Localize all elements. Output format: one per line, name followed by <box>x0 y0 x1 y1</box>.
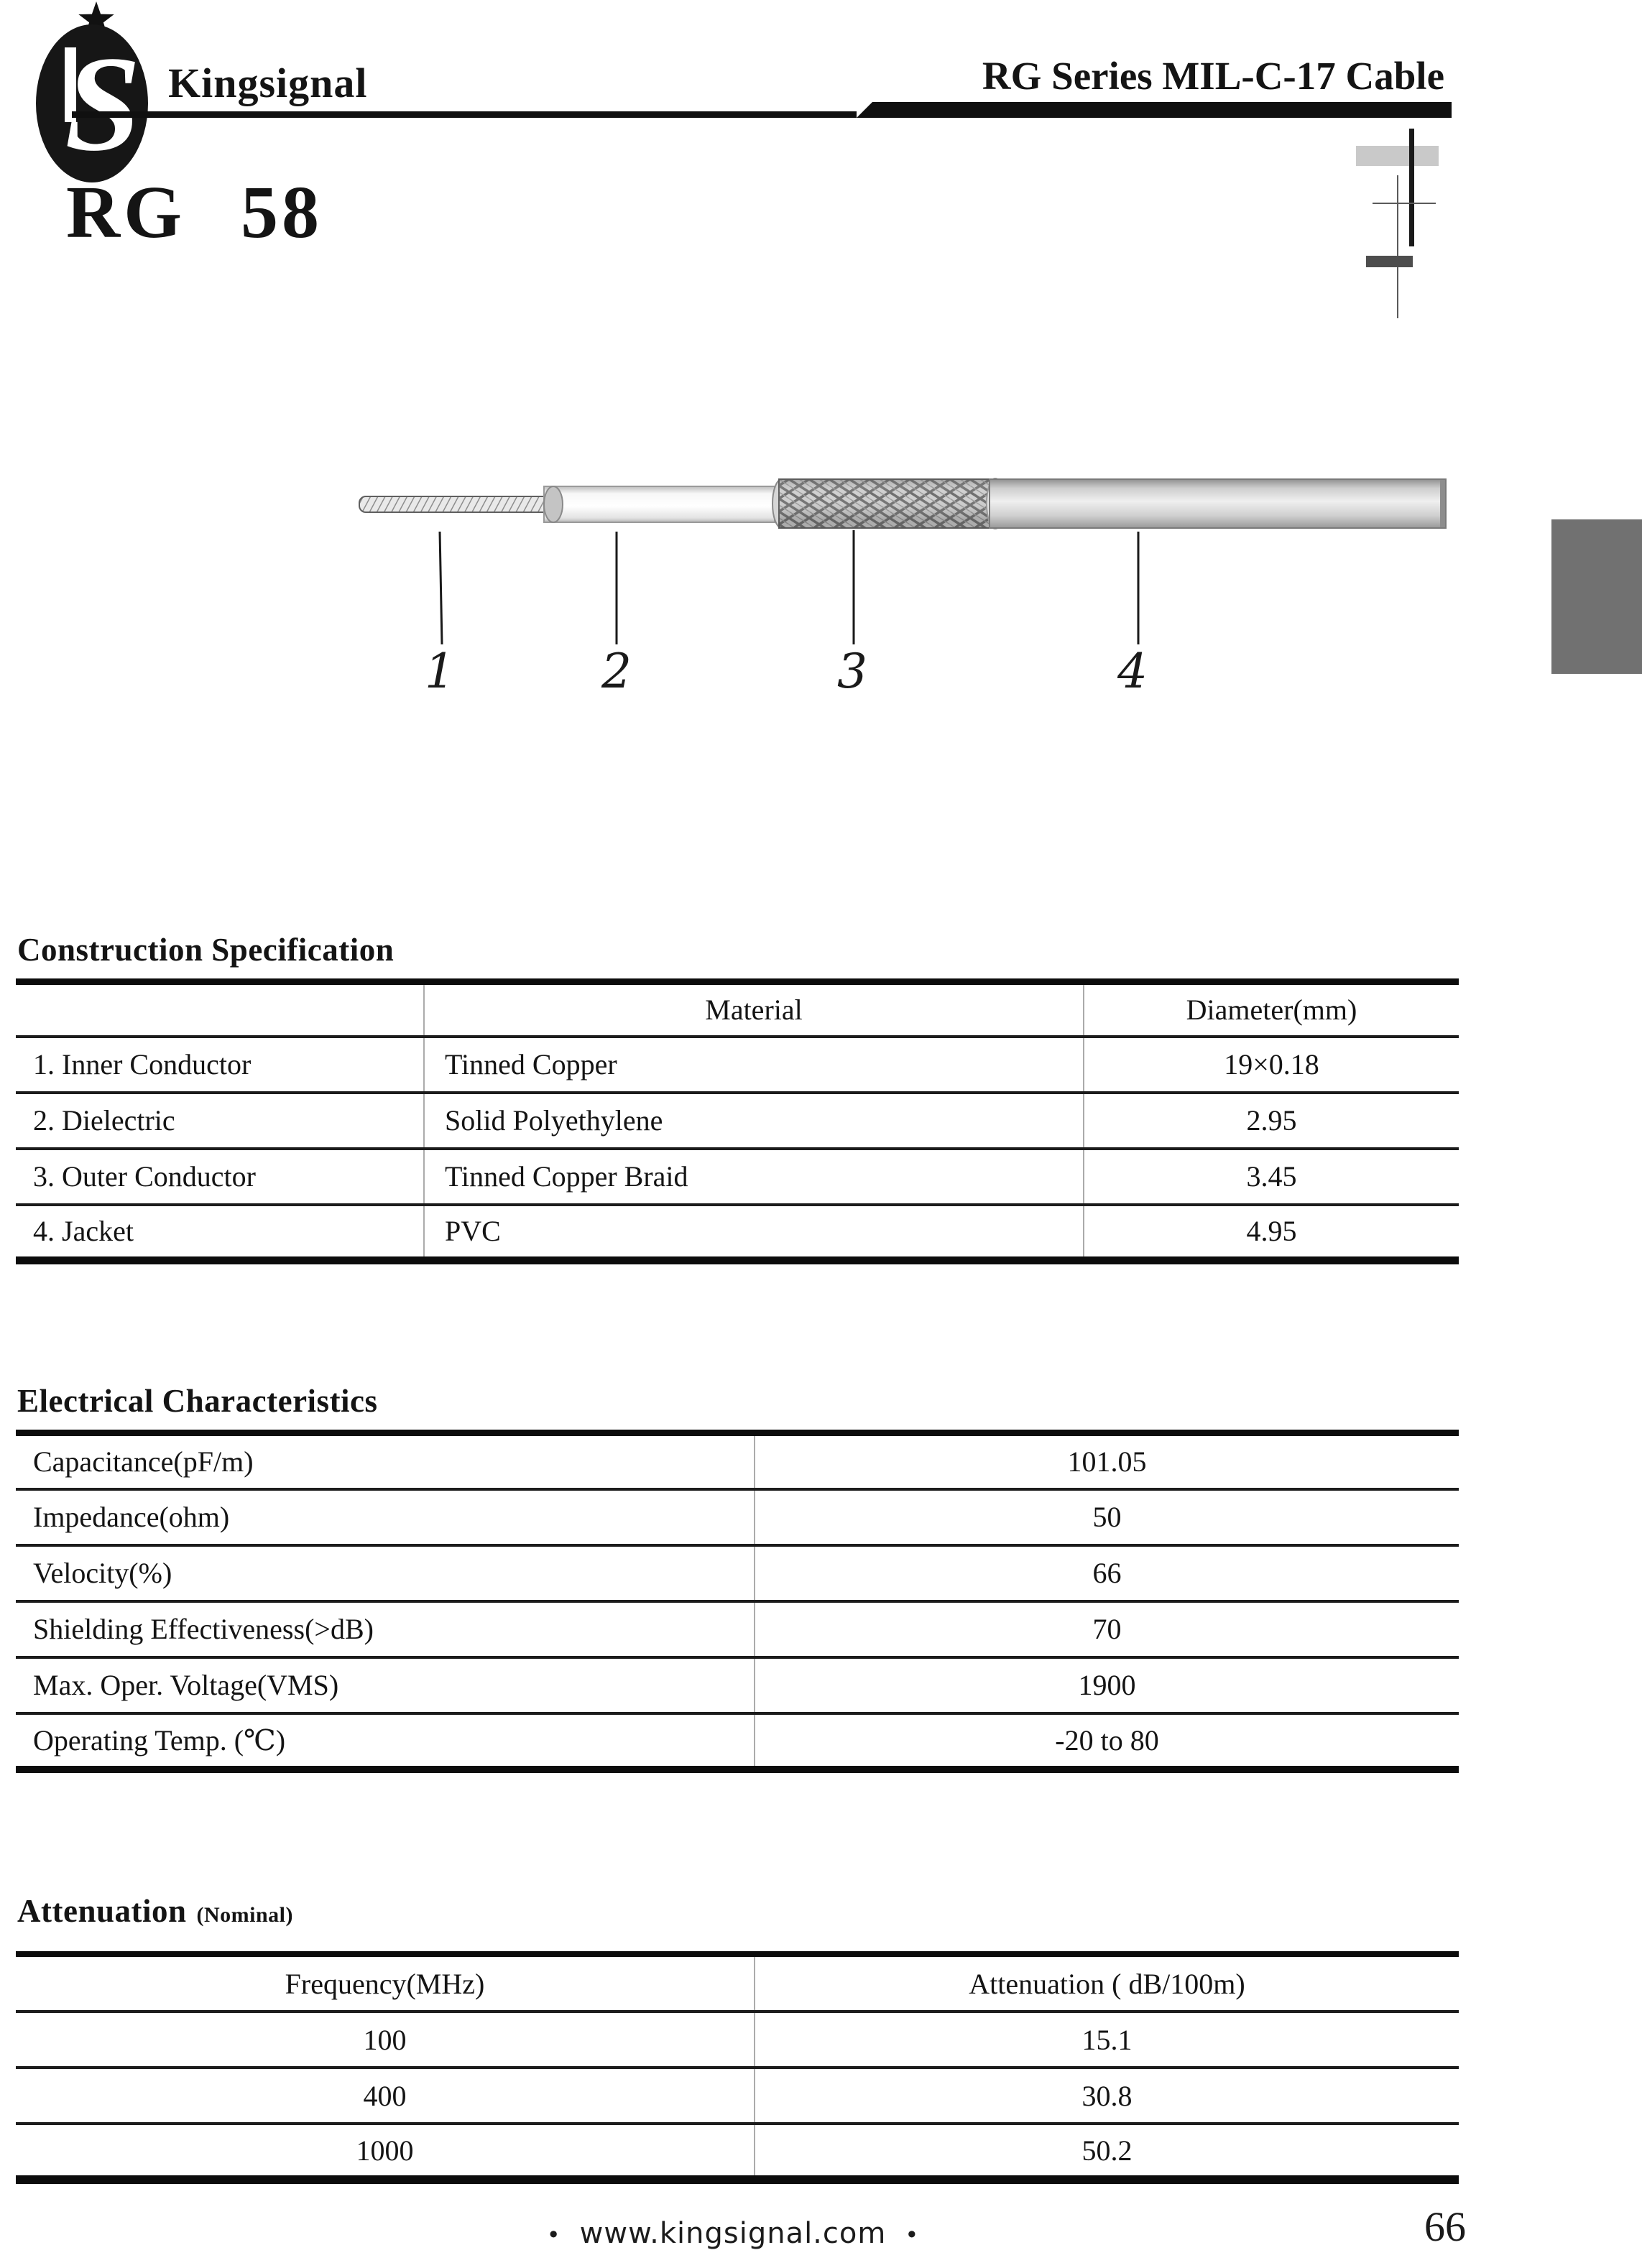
leader-line-1 <box>438 531 443 645</box>
part-cell: 4. Jacket <box>33 1215 134 1248</box>
header-rule-right <box>857 102 1452 118</box>
product-title: RG 58 <box>66 171 323 254</box>
construction-header-row: Material Diameter(mm) <box>16 981 1459 1037</box>
construction-heading: Construction Specification <box>17 932 395 968</box>
characteristic-value: 50 <box>754 1489 1459 1545</box>
attenuation-heading-note: (Nominal) <box>196 1903 294 1927</box>
characteristic-label: Shielding Effectiveness(>dB) <box>33 1613 374 1645</box>
series-title: RG Series MIL-C-17 Cable <box>982 54 1444 98</box>
header-rule-left <box>72 111 857 118</box>
diameter-cell: 2.95 <box>1083 1092 1459 1149</box>
kingsignal-logo-icon: S <box>36 1 148 182</box>
table-row: 100 15.1 <box>16 2012 1459 2068</box>
diagram-label-3: 3 <box>837 644 867 699</box>
attenuation-cell: 15.1 <box>754 2012 1459 2068</box>
attenuation-cell: 50.2 <box>754 2124 1459 2180</box>
material-cell: Solid Polyethylene <box>423 1092 1084 1149</box>
table-row: 400 30.8 <box>16 2068 1459 2124</box>
attenuation-heading-text: Attenuation <box>17 1893 187 1929</box>
diameter-cell: 4.95 <box>1083 1204 1459 1261</box>
page-side-tab <box>1551 519 1642 674</box>
column-header-part <box>16 982 424 1037</box>
jacket-segment <box>989 478 1447 529</box>
characteristic-label: Velocity(%) <box>33 1557 172 1589</box>
characteristic-label: Operating Temp. (℃) <box>33 1723 286 1756</box>
cable-diagram <box>359 478 1447 645</box>
table-row: Impedance(ohm) 50 <box>16 1489 1459 1545</box>
attenuation-header-row: Frequency(MHz) Attenuation ( dB/100m) <box>16 1954 1459 2012</box>
characteristic-value: 1900 <box>754 1657 1459 1713</box>
table-row: 4. Jacket PVC 4.95 <box>16 1204 1459 1261</box>
deco-rect-light <box>1356 146 1439 166</box>
brand-name: Kingsignal <box>168 60 368 106</box>
part-cell: 3. Outer Conductor <box>33 1160 256 1193</box>
characteristic-label: Max. Oper. Voltage(VMS) <box>33 1669 339 1701</box>
characteristic-value: -20 to 80 <box>754 1713 1459 1769</box>
table-row: 1000 50.2 <box>16 2124 1459 2180</box>
table-row: Operating Temp. (℃) -20 to 80 <box>16 1713 1459 1769</box>
logo-stem <box>65 47 76 122</box>
dielectric-end-cap <box>543 486 563 523</box>
diagram-label-1: 1 <box>425 644 455 699</box>
frequency-cell: 400 <box>363 2079 407 2112</box>
footer-bullet-icon: • <box>905 2221 920 2249</box>
table-row: 2. Dielectric Solid Polyethylene 2.95 <box>16 1092 1459 1149</box>
diagram-label-4: 4 <box>1117 644 1148 699</box>
frequency-cell: 1000 <box>356 2134 414 2167</box>
dielectric-segment <box>543 486 775 523</box>
table-row: 3. Outer Conductor Tinned Copper Braid 3… <box>16 1148 1459 1205</box>
characteristic-label: Impedance(ohm) <box>33 1501 230 1533</box>
material-cell: Tinned Copper <box>423 1036 1084 1093</box>
column-header-diameter: Diameter(mm) <box>1083 981 1459 1037</box>
part-cell: 1. Inner Conductor <box>33 1048 252 1080</box>
table-row: Max. Oper. Voltage(VMS) 1900 <box>16 1657 1459 1713</box>
table-row: 1. Inner Conductor Tinned Copper 19×0.18 <box>16 1036 1459 1093</box>
deco-hline <box>1373 203 1436 204</box>
page-number: 66 <box>1424 2203 1466 2250</box>
characteristic-value: 101.05 <box>754 1432 1459 1489</box>
electrical-table: Capacitance(pF/m) 101.05 Impedance(ohm) … <box>16 1430 1459 1773</box>
footer-website: www.kingsignal.com <box>579 2217 887 2250</box>
logo-ellipse <box>36 24 148 182</box>
attenuation-heading: Attenuation (Nominal) <box>17 1892 293 1930</box>
braid-shading <box>779 479 990 528</box>
column-header-frequency: Frequency(MHz) <box>285 1967 485 2000</box>
attenuation-table: Frequency(MHz) Attenuation ( dB/100m) 10… <box>16 1951 1459 2184</box>
attenuation-cell: 30.8 <box>754 2068 1459 2124</box>
table-row: Velocity(%) 66 <box>16 1545 1459 1601</box>
diameter-cell: 19×0.18 <box>1083 1036 1459 1093</box>
table-row: Shielding Effectiveness(>dB) 70 <box>16 1601 1459 1657</box>
material-cell: PVC <box>423 1204 1084 1261</box>
jacket-end-edge <box>1440 480 1445 527</box>
characteristic-label: Capacitance(pF/m) <box>33 1445 254 1478</box>
star-icon <box>78 1 114 35</box>
construction-table: Material Diameter(mm) 1. Inner Conductor… <box>16 978 1459 1264</box>
diameter-cell: 3.45 <box>1083 1148 1459 1205</box>
column-header-material: Material <box>423 981 1084 1037</box>
footer-bullet-icon: • <box>546 2221 561 2249</box>
table-row: Capacitance(pF/m) 101.05 <box>16 1432 1459 1489</box>
deco-vline-thin <box>1397 175 1398 318</box>
electrical-heading: Electrical Characteristics <box>17 1383 378 1419</box>
footer-website-line: • www.kingsignal.com • <box>374 2217 1092 2250</box>
characteristic-value: 66 <box>754 1545 1459 1601</box>
characteristic-value: 70 <box>754 1601 1459 1657</box>
part-cell: 2. Dielectric <box>33 1104 175 1137</box>
material-cell: Tinned Copper Braid <box>423 1148 1084 1205</box>
logo-monogram: S <box>65 29 141 180</box>
column-header-attenuation: Attenuation ( dB/100m) <box>754 1954 1459 2012</box>
deco-vline-thick <box>1409 129 1414 246</box>
deco-rect-dark <box>1366 256 1413 267</box>
inner-conductor-segment <box>359 496 561 513</box>
frequency-cell: 100 <box>363 2023 407 2056</box>
diagram-label-2: 2 <box>601 644 632 699</box>
